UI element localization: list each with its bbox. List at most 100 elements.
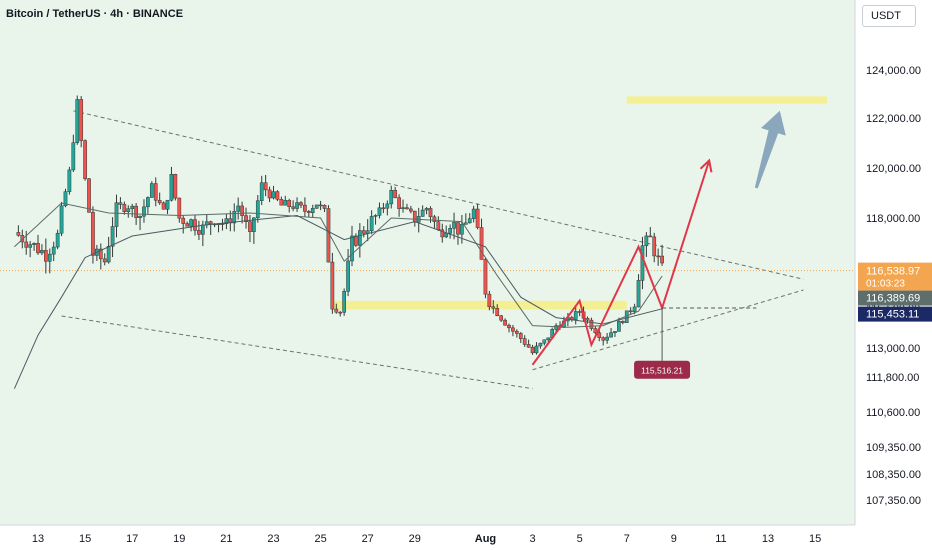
candle-body [381,207,386,210]
candle-body [283,200,288,206]
candle-body [248,221,252,232]
candle-body [32,243,36,245]
candle-body [189,219,193,227]
x-tick-label: 13 [32,533,44,545]
candle-body [538,342,543,347]
candle-body [306,211,311,213]
candle-body [322,205,327,209]
support-zone [332,300,627,310]
candle-body [102,258,107,263]
candle-body [573,311,578,320]
candle-body [487,293,492,308]
candle-body [177,197,182,219]
candle-body [75,99,80,143]
candle-body [201,224,205,235]
candle-body [448,228,452,234]
support-trendline [532,289,804,371]
countdown-value: 01:03:23 [866,279,905,290]
candle-body [134,205,138,218]
x-tick-label: 9 [671,533,677,545]
candle-body [255,200,260,219]
candle-body [452,222,456,229]
candle-body [24,241,29,248]
candle-body [185,223,190,227]
candle-body [244,215,248,222]
candle-body [518,333,523,339]
upper-trendline [73,110,804,280]
candle-body [142,206,146,217]
candle-body [59,205,64,234]
y-tick-label: 118,000.00 [866,213,920,225]
candle-body [232,211,237,224]
candle-body [389,190,394,205]
candle-body [126,208,131,212]
time-axis [0,525,855,550]
candle-body [577,311,582,313]
candle-body [436,221,441,231]
candle-body [358,230,362,246]
candle-body [157,199,162,204]
candle-body [314,204,319,209]
ma-short-value-bg [858,290,932,306]
candle-body [593,328,598,334]
chart-title: Bitcoin / TetherUS · 4h · BINANCE [6,8,184,20]
candle-body [271,191,276,199]
candle-body [644,235,649,247]
candle-body [628,310,633,313]
candle-body [479,227,484,260]
candle-body [228,218,233,224]
candle-body [173,174,178,199]
candle-body [91,212,95,256]
candle-body [420,209,425,217]
candle-body [346,260,350,292]
candle-body [361,230,366,234]
candle-body [405,207,409,210]
y-tick-label: 122,000.00 [866,113,921,125]
candle-body [467,218,472,224]
candle-body [291,206,295,209]
y-tick-label: 111,800.00 [866,372,919,384]
candle-body [275,191,280,200]
ma-long-line [13,214,663,389]
candle-body [138,215,142,218]
candle-body [620,321,625,323]
candle-body [605,336,609,341]
candle-body [503,319,507,326]
candle-body [401,207,405,209]
candle-body [491,306,496,309]
target-zone [626,96,827,104]
candle-body [412,210,417,223]
candle-body [597,332,602,338]
candle-body [546,337,551,340]
candle-body [601,337,606,341]
candle-body [16,232,21,236]
candle-body [648,235,653,238]
x-tick-label: 29 [409,533,421,545]
currency-selector[interactable]: USDT [862,5,916,27]
last-price-value: 116,538.97 [866,266,920,278]
candle-body [613,331,617,333]
candle-body [640,245,645,281]
candle-body [483,259,488,295]
candle-body [511,327,515,332]
candle-body [444,232,449,238]
y-tick-label: 107,350.00 [866,495,921,507]
candle-body [181,217,186,224]
candle-body [428,208,433,218]
lower-trendline [61,315,533,390]
candle-body [106,246,111,263]
candle-body [652,236,657,257]
candle-body [350,235,354,262]
candle-body [279,199,284,206]
candle-body [424,208,429,211]
x-tick-label: 19 [173,533,185,545]
candle-body [617,321,621,332]
pivot-label: 115,516.21 [641,365,683,375]
candle-body [542,339,547,344]
candle-body [165,199,170,210]
candle-body [471,208,476,219]
candle-body [193,219,197,231]
x-tick-label: 11 [715,533,726,545]
